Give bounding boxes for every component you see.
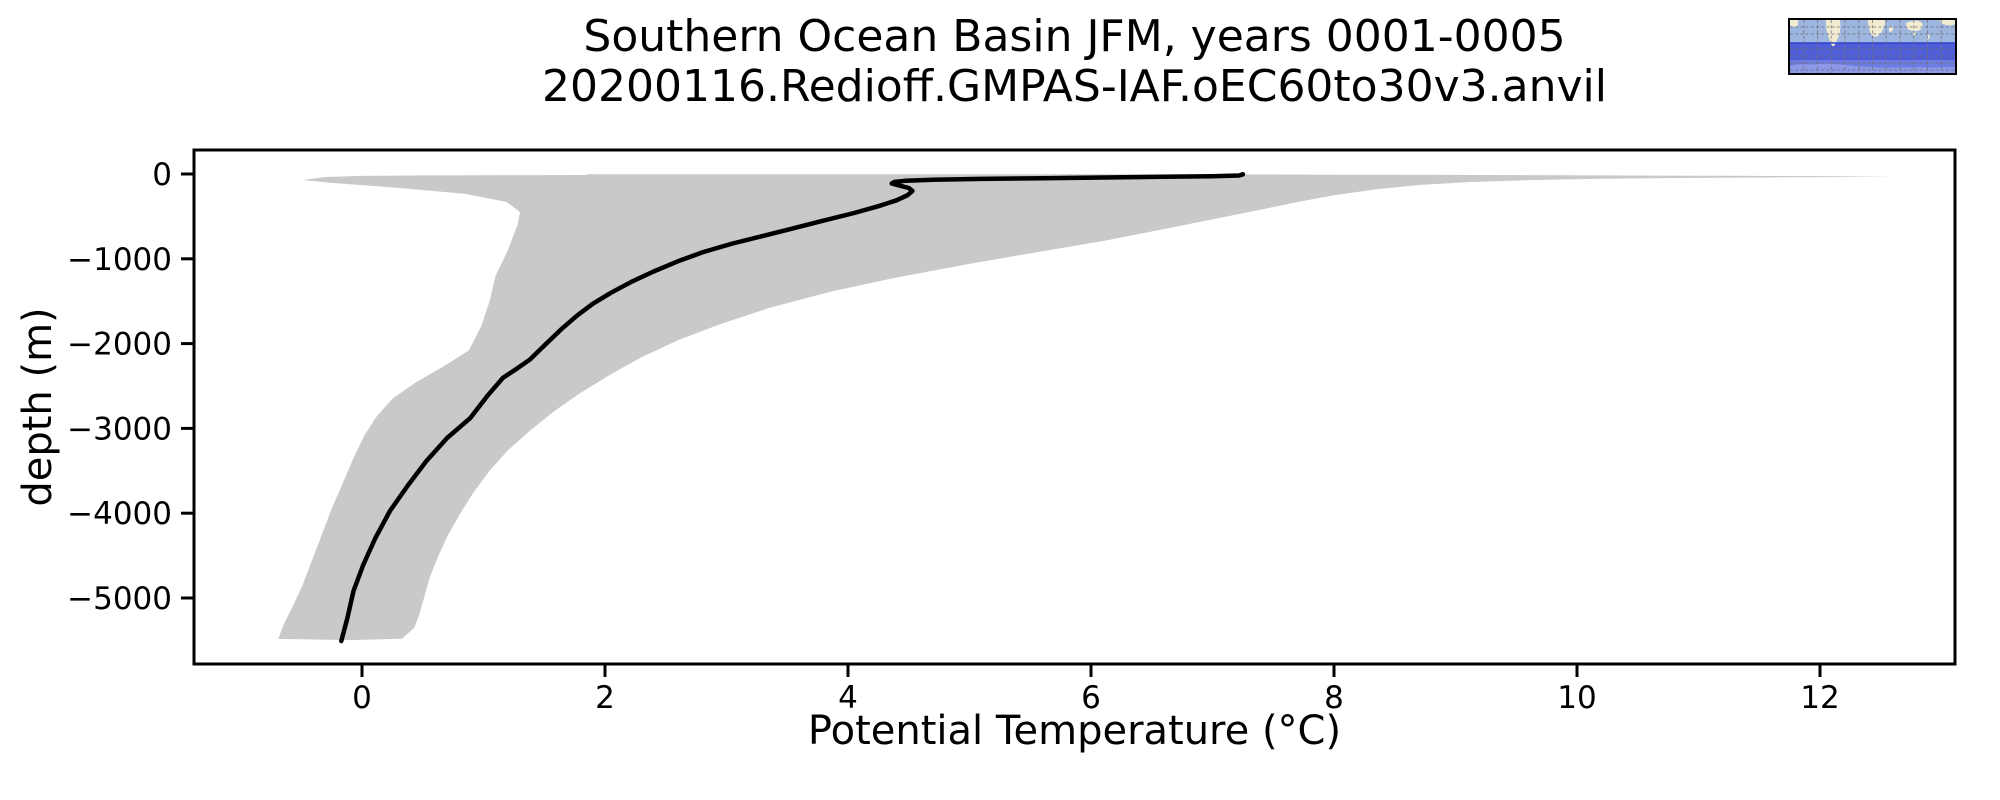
inset-map — [1788, 18, 1957, 75]
map-landmass-west-fragment — [1790, 20, 1798, 27]
map-landmass-new-zealand — [1927, 35, 1930, 39]
x-tick-label: 4 — [838, 680, 858, 716]
plot-spines — [192, 148, 1957, 666]
mean-profile-line — [339, 172, 1246, 644]
map-landmass-south-america — [1826, 20, 1841, 47]
x-tick-label: 6 — [1081, 680, 1101, 716]
y-tick-label: −5000 — [67, 581, 172, 617]
map-landmass-australia — [1906, 20, 1923, 32]
y-tick-label: −4000 — [67, 496, 172, 532]
y-tick-label: 0 — [152, 157, 172, 193]
x-tick-label: 8 — [1324, 680, 1344, 716]
chart-title: Southern Ocean Basin JFM, years 0001-000… — [583, 11, 1566, 62]
map-graticule — [1790, 20, 1955, 73]
chart-subtitle: 20200116.Redioff.GMPAS-IAF.oEC60to30v3.a… — [542, 61, 1607, 112]
map-landmass-tasmania — [1913, 32, 1916, 35]
x-tick-label: 2 — [595, 680, 615, 716]
y-axis-label: depth (m) — [15, 307, 61, 507]
y-tick-label: −1000 — [67, 242, 172, 278]
x-tick-label: 0 — [352, 680, 372, 716]
y-tick-label: −3000 — [67, 411, 172, 447]
x-axis-label: Potential Temperature (°C) — [807, 708, 1342, 754]
map-landmass-madagascar — [1889, 26, 1893, 32]
map-landmass-east-fragment — [1940, 20, 1955, 26]
x-tick-label: 10 — [1557, 680, 1596, 716]
x-tick-label: 12 — [1800, 680, 1839, 716]
y-tick-label: −2000 — [67, 327, 172, 363]
spread-band — [278, 174, 1896, 641]
